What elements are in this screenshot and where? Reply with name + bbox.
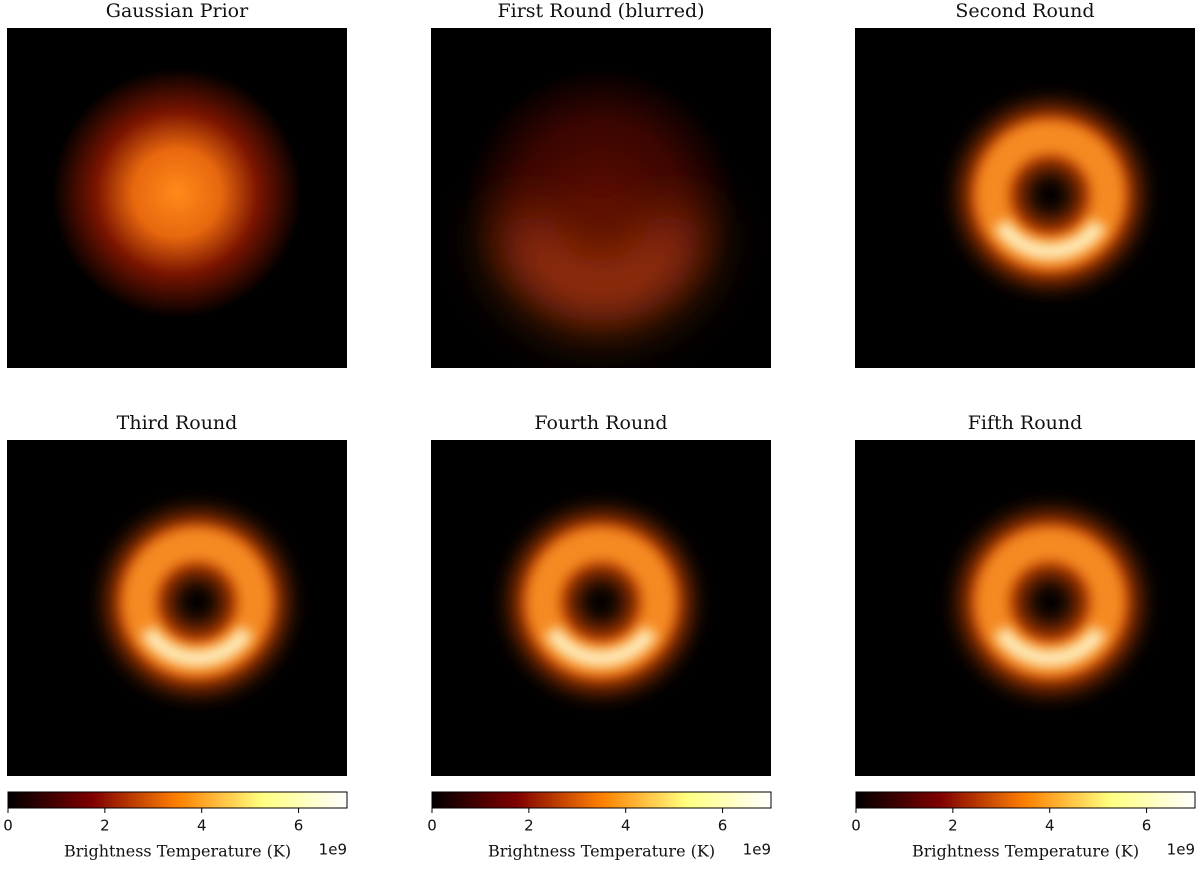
tick-label: 2 [524, 817, 534, 835]
tick-label: 4 [621, 817, 631, 835]
tick-label: 0 [851, 817, 861, 835]
panel-title: Fourth Round [534, 412, 667, 434]
panel-title: Second Round [955, 0, 1094, 22]
panel-title: Third Round [117, 412, 238, 434]
image-panel [7, 440, 347, 776]
ring-bright [140, 626, 254, 667]
image-bg [855, 28, 1195, 368]
image [431, 440, 771, 776]
tick-label: 0 [427, 817, 437, 835]
ring-bright [544, 626, 658, 667]
tick-label: 6 [294, 817, 304, 835]
tick-label: 4 [197, 817, 207, 835]
tick-label: 4 [1045, 817, 1055, 835]
colorbar-label: Brightness Temperature (K) [912, 842, 1139, 861]
image [431, 28, 771, 368]
colorbar [855, 791, 1196, 809]
image-panel [431, 28, 771, 368]
image-bg [855, 440, 1195, 776]
tick-label: 2 [100, 817, 110, 835]
tick-label: 6 [1142, 817, 1152, 835]
colorbar-label: Brightness Temperature (K) [488, 842, 715, 861]
image [7, 440, 347, 776]
panel-title: Fifth Round [968, 412, 1083, 434]
image-panel [855, 28, 1195, 368]
image-bg [7, 440, 347, 776]
panel-title: First Round (blurred) [497, 0, 704, 22]
ring-bright [993, 219, 1107, 260]
image [855, 440, 1195, 776]
arc [496, 216, 706, 323]
tick-label: 2 [948, 817, 958, 835]
tick-label: 6 [718, 817, 728, 835]
panel-title: Gaussian Prior [106, 0, 249, 22]
offset-label: 1e9 [743, 841, 771, 859]
image-panel [431, 440, 771, 776]
colorbar [7, 791, 348, 809]
blob [52, 68, 302, 318]
image [855, 28, 1195, 368]
image-panel [855, 440, 1195, 776]
image-panel [7, 28, 347, 368]
image [7, 28, 347, 368]
colorbar-label: Brightness Temperature (K) [64, 842, 291, 861]
ring-bright [993, 626, 1107, 667]
colorbar [431, 791, 772, 809]
offset-label: 1e9 [1167, 841, 1195, 859]
offset-label: 1e9 [319, 841, 347, 859]
image-bg [431, 440, 771, 776]
tick-label: 0 [3, 817, 13, 835]
